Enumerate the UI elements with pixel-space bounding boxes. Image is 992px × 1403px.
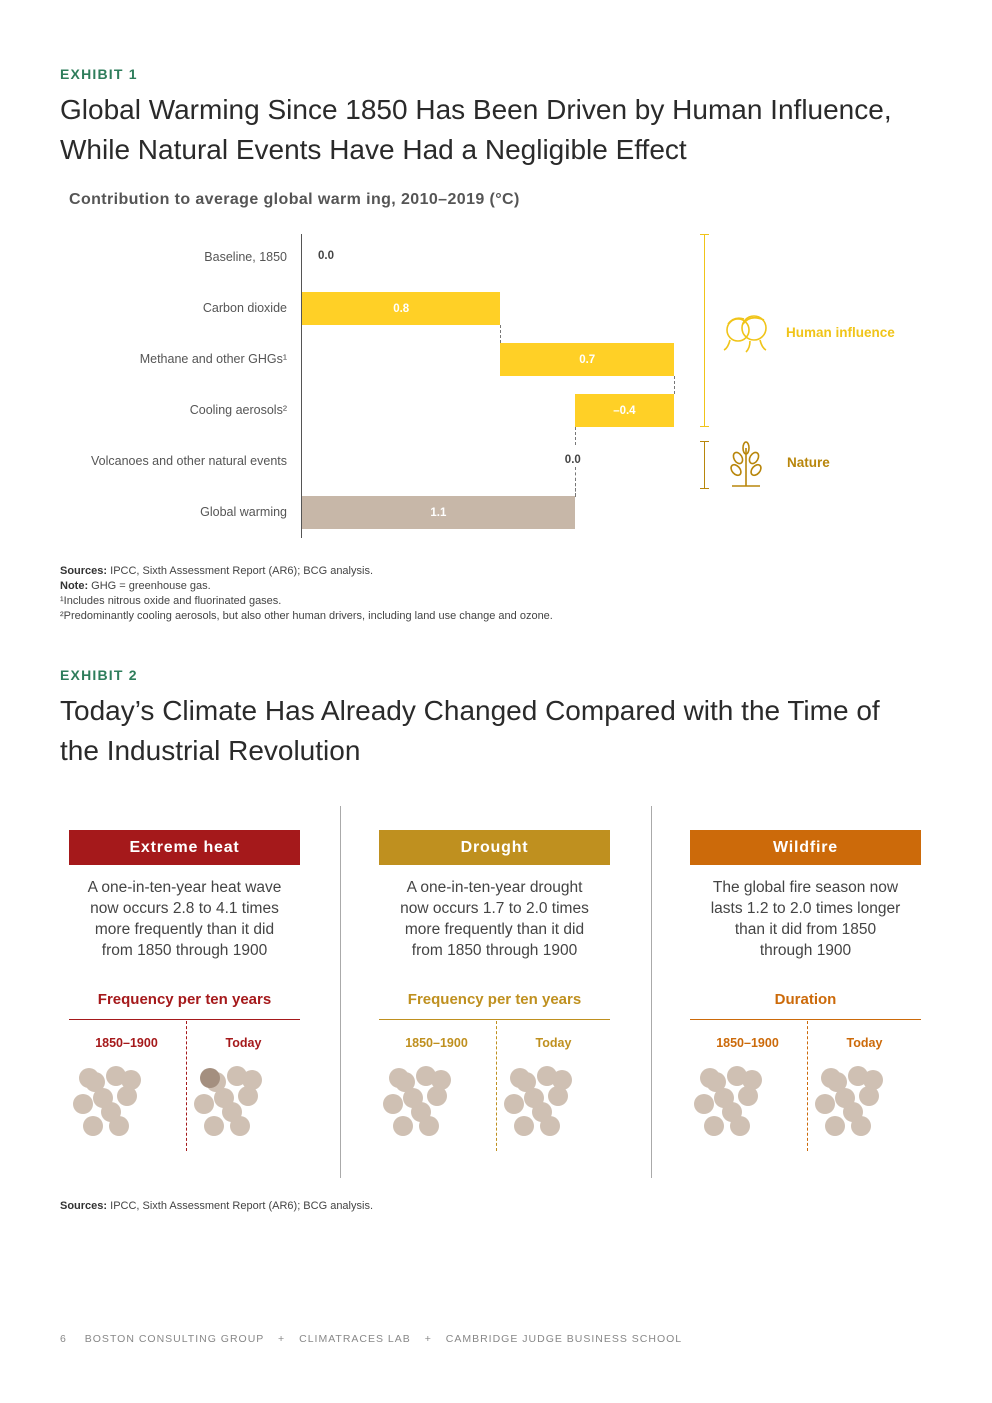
- period-label-right: Today: [846, 1036, 883, 1050]
- page-number: 6: [60, 1333, 67, 1345]
- event-dot: [389, 1068, 409, 1088]
- column-divider: [186, 1021, 187, 1151]
- column-description: A one-in-ten-year heat wave now occurs 2.…: [87, 879, 282, 959]
- column-rule: [379, 1019, 610, 1020]
- bar-value-label: –0.4: [613, 404, 636, 417]
- event-dot: [73, 1094, 93, 1114]
- bar-5: 1.1: [302, 496, 575, 529]
- plant-icon: [730, 441, 762, 487]
- period-label-left: 1850–1900: [95, 1036, 158, 1050]
- exhibit-1-notes: Sources: IPCC, Sixth Assessment Report (…: [60, 565, 553, 622]
- waterfall-chart: Baseline, 1850 0.0 Carbon dioxide 0.8 Methan…: [0, 0, 992, 560]
- period-label-left: 1850–1900: [405, 1036, 468, 1050]
- period-label-left: 1850–1900: [716, 1036, 779, 1050]
- event-dot: [514, 1116, 534, 1136]
- event-dot: [510, 1068, 530, 1088]
- category-label: Cooling aerosols²: [189, 403, 287, 417]
- column-divider: [807, 1021, 808, 1151]
- event-dot: [738, 1086, 758, 1106]
- event-dot: [238, 1086, 258, 1106]
- event-dot: [383, 1094, 403, 1114]
- event-dot: [694, 1094, 714, 1114]
- event-dot: [730, 1116, 750, 1136]
- connector-line: [574, 467, 576, 497]
- connector-line: [674, 376, 675, 394]
- column-rule: [690, 1019, 921, 1020]
- category-label: Baseline, 1850: [204, 250, 287, 264]
- event-dot: [242, 1070, 262, 1090]
- bar-1: 0.8: [302, 292, 501, 325]
- category-label: Global warming: [200, 505, 287, 519]
- column-description: The global fire season now lasts 1.2 to 2…: [710, 879, 901, 959]
- exhibit-1-title: Global Warming Since 1850 Has Been Drive…: [60, 94, 892, 165]
- event-dot: [552, 1070, 572, 1090]
- page-footer: 6 BOSTON CONSULTING GROUP + CLIMATRACES …: [60, 1333, 683, 1345]
- event-dot: [83, 1116, 103, 1136]
- period-label-right: Today: [225, 1036, 262, 1050]
- column-header: Drought: [379, 830, 610, 865]
- column-divider: [496, 1021, 497, 1151]
- exhibit-1-label: EXHIBIT 1: [60, 66, 138, 82]
- column-header: Extreme heat: [69, 830, 300, 865]
- event-dot: [431, 1070, 451, 1090]
- event-dot: [200, 1068, 220, 1088]
- column-description: A one-in-ten-year drought now occurs 1.7 …: [400, 879, 589, 959]
- chart-axis: [301, 234, 302, 538]
- column-subtitle: Duration: [774, 991, 837, 1008]
- event-dot: [863, 1070, 883, 1090]
- event-dot: [504, 1094, 524, 1114]
- exhibit-2-title: Today’s Climate Has Already Changed Comp…: [60, 695, 880, 766]
- event-dot: [815, 1094, 835, 1114]
- event-dot: [393, 1116, 413, 1136]
- exhibit-2-label: EXHIBIT 2: [60, 667, 138, 683]
- event-dot: [121, 1070, 141, 1090]
- event-dot: [419, 1116, 439, 1136]
- bar-3: –0.4: [574, 394, 674, 427]
- category-label: Volcanoes and other natural events: [91, 454, 287, 468]
- human-influence-label: Human influence: [786, 325, 895, 340]
- event-dot: [851, 1116, 871, 1136]
- event-dot: [700, 1068, 720, 1088]
- bar-value-label: 0.0: [318, 250, 334, 262]
- nature-bracket: [704, 441, 705, 489]
- event-dot: [704, 1116, 724, 1136]
- bar-value-label: 0.7: [579, 353, 596, 366]
- bar-2: 0.7: [500, 343, 674, 376]
- connector-line: [500, 325, 502, 343]
- period-label-right: Today: [535, 1036, 572, 1050]
- column-rule: [69, 1019, 300, 1020]
- column-separator: [340, 806, 341, 1178]
- human-bracket: [704, 234, 705, 427]
- column-subtitle: Frequency per ten years: [407, 991, 582, 1008]
- people-icon: [723, 315, 767, 353]
- event-dot: [548, 1086, 568, 1106]
- category-label: Carbon dioxide: [202, 301, 287, 315]
- event-dot: [825, 1116, 845, 1136]
- event-dot: [109, 1116, 129, 1136]
- event-dot: [117, 1086, 137, 1106]
- bar-value-label: 1.1: [430, 506, 447, 519]
- bar-value-label: 0.0: [564, 454, 581, 466]
- event-dot: [427, 1086, 447, 1106]
- event-dot: [230, 1116, 250, 1136]
- event-dot: [821, 1068, 841, 1088]
- event-dot: [540, 1116, 560, 1136]
- event-dot: [79, 1068, 99, 1088]
- category-label: Methane and other GHGs¹: [139, 352, 287, 366]
- nature-label: Nature: [787, 455, 830, 470]
- bar-value-label: 0.8: [393, 302, 410, 315]
- connector-line: [574, 427, 576, 445]
- event-dot: [194, 1094, 214, 1114]
- event-dot: [742, 1070, 762, 1090]
- event-dot: [859, 1086, 879, 1106]
- exhibit-2-sources: Sources: IPCC, Sixth Assessment Report (…: [60, 1200, 373, 1212]
- event-dot: [204, 1116, 224, 1136]
- column-header: Wildfire: [690, 830, 921, 865]
- column-separator: [651, 806, 652, 1178]
- column-subtitle: Frequency per ten years: [97, 991, 272, 1008]
- chart-title: Contribution to average global warm ing,…: [69, 191, 520, 208]
